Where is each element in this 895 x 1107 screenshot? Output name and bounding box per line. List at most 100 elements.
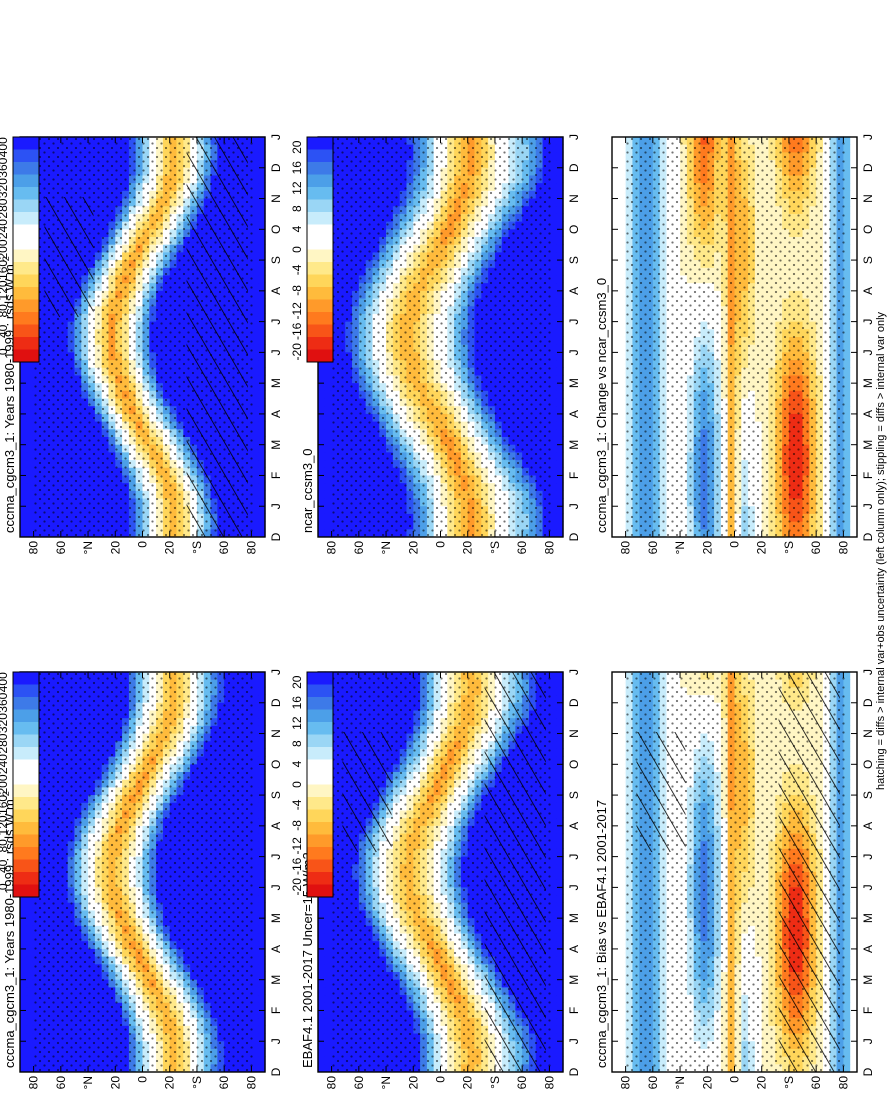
heatmap-cell [20,979,27,987]
x-tick-label: M [269,913,283,923]
x-tick-label: N [269,729,283,738]
heatmap-cell [20,406,27,414]
heatmap-cell [20,1041,27,1049]
heatmap-cell [318,964,325,972]
heatmap-cell [318,925,325,933]
x-tick-label: J [269,669,283,675]
heatmap-cell [318,994,325,1002]
y-tick-label: 60 [54,1076,68,1090]
heatmap-cell [20,390,27,398]
x-tick-label: O [269,225,283,234]
y-tick-label: °S [190,541,204,554]
y-tick-label: 60 [217,1076,231,1090]
heatmap-cell [20,1056,27,1064]
heatmap-cell [318,1041,325,1049]
stippling-overlay [32,672,253,1072]
heatmap-cell [20,1010,27,1018]
heatmap-cell [20,529,27,537]
heatmap-cell [318,948,325,956]
heatmap-cell [20,933,27,941]
heatmap-cell [20,910,27,918]
heatmap-cell [20,925,27,933]
heatmap-cell [318,1033,325,1041]
y-tick-label: °N [81,541,95,554]
x-tick-label: M [269,975,283,985]
heatmap-cell [318,1002,325,1010]
heatmap-cell [318,1064,325,1072]
y-tick-label: 80 [244,1076,258,1090]
heatmap-cell [318,971,325,979]
heatmap-cell [20,506,27,514]
x-tick-label: S [269,791,283,799]
y-tick-label: 20 [163,1076,177,1090]
heatmap-cell [318,1056,325,1064]
heatmap-cell [318,987,325,995]
heatmap-cell [20,964,27,972]
x-tick-label: M [269,440,283,450]
x-tick-label: F [269,472,283,479]
heatmap-cell [20,1002,27,1010]
heatmap-cell [20,436,27,444]
x-tick-label: F [269,1007,283,1014]
heatmap-cell [20,483,27,491]
y-tick-label: 60 [217,541,231,555]
heatmap-cell [318,941,325,949]
heatmap-cell [318,979,325,987]
heatmap-cell [318,956,325,964]
heatmap-cell [20,490,27,498]
x-tick-label: A [269,287,283,295]
heatmap-cell [20,413,27,421]
heatmap-cell [20,918,27,926]
heatmap-cell [20,956,27,964]
heatmap-cell [20,467,27,475]
x-tick-label: O [269,760,283,769]
heatmap-cell [20,452,27,460]
x-tick-label: J [269,884,283,890]
x-tick-label: J [269,349,283,355]
y-tick-label: °N [81,1076,95,1089]
x-tick-label: A [269,822,283,830]
x-tick-label: J [269,854,283,860]
heatmap-cell [20,1018,27,1026]
heatmap-cell [318,1010,325,1018]
hatching-overlay [45,197,94,317]
x-tick-label: N [269,194,283,203]
heatmap-cell [20,948,27,956]
heatmap-cell [318,1018,325,1026]
x-tick-label: D [269,698,283,707]
x-tick-label: J [269,319,283,325]
y-tick-label: °S [190,1076,204,1089]
heatmap-cell [20,475,27,483]
x-tick-label: M [269,378,283,388]
heatmap-cell [20,1048,27,1056]
heatmap-cell [20,521,27,529]
y-tick-label: 80 [244,541,258,555]
x-tick-label: D [269,163,283,172]
y-tick-label: 20 [108,1076,122,1090]
y-tick-label: 20 [163,541,177,555]
x-tick-label: A [269,945,283,953]
heatmap-cell [20,498,27,506]
heatmap-cell [20,1033,27,1041]
x-tick-label: J [269,134,283,140]
heatmap-cell [20,367,27,375]
y-tick-label: 20 [108,541,122,555]
y-tick-label: 0 [136,541,150,548]
heatmap-cell [318,1025,325,1033]
x-tick-label: D [269,532,283,541]
heatmap-cell [318,933,325,941]
hatching-overlay [187,137,248,537]
heatmap-cell [20,902,27,910]
y-tick-label: 80 [27,1076,41,1090]
heatmap-cell [20,1064,27,1072]
x-tick-label: J [269,1038,283,1044]
heatmap-cell [20,398,27,406]
heatmap-cell [318,902,325,910]
heatmap-cell [20,459,27,467]
heatmap-cell [318,1048,325,1056]
